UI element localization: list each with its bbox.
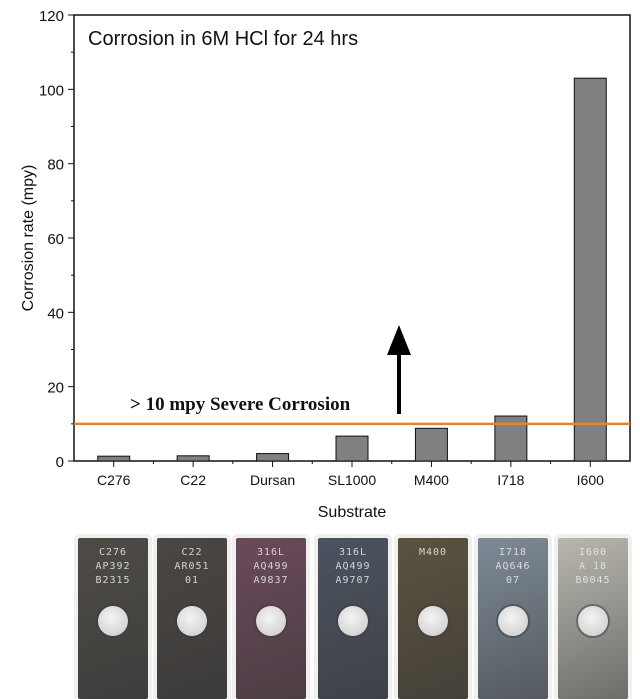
y-tick-label: 40 (47, 305, 64, 322)
plate-engraving-line: AR051 (174, 561, 210, 572)
plate-engraving-line: A9837 (253, 575, 289, 586)
x-tick-label: Dursan (250, 472, 295, 488)
y-axis-label: Corrosion rate (mpy) (20, 165, 37, 312)
plate-engraving-line: A9707 (335, 575, 371, 586)
plate-hole (498, 606, 528, 636)
plate-hole (578, 606, 608, 636)
plate-hole (256, 606, 286, 636)
plate-engraving-line: 316L (256, 547, 286, 558)
x-tick-label: M400 (414, 472, 449, 488)
plate-engraving-line: C276 (98, 547, 128, 558)
bar-chart: Corrosion in 6M HCl for 24 hrs Corrosion… (20, 8, 631, 521)
sample-plate-photo: I600 A 18 B0045 (558, 538, 628, 699)
sample-plate-photo: 316L AQ499 A9707 (318, 538, 388, 699)
plate-engraving-line: I718 (498, 547, 528, 558)
bar-sl1000 (335, 435, 369, 462)
plate-engraving: M400 (398, 546, 468, 588)
plate-engraving-line: C22 (181, 547, 203, 558)
x-tick-label: SL1000 (328, 472, 376, 488)
plate-engraving-line: AQ499 (253, 561, 289, 572)
y-tick-label: 60 (47, 231, 64, 248)
bar-c22 (176, 455, 210, 462)
x-tick-label: I600 (577, 472, 604, 488)
plate-hole (98, 606, 128, 636)
bar-dursan (256, 453, 290, 462)
plate-engraving-line: A 18 (578, 561, 608, 572)
x-tick-label: C276 (97, 472, 131, 488)
plate-engraving-line: AP392 (95, 561, 131, 572)
plate-engraving-line: M400 (418, 547, 448, 558)
plate-engraving: C276 AP392 B2315 (78, 546, 148, 588)
plate-engraving-line (398, 560, 468, 574)
y-tick-label: 0 (56, 454, 64, 471)
x-tick-label: C22 (180, 472, 206, 488)
plate-engraving-line: AQ499 (335, 561, 371, 572)
sample-plate-photo: C276 AP392 B2315 (78, 538, 148, 699)
bar-c276 (97, 455, 131, 462)
plate-engraving-line: AQ646 (495, 561, 531, 572)
plate-engraving: 316L AQ499 A9707 (318, 546, 388, 588)
sample-plate-photo: 316L AQ499 A9837 (236, 538, 306, 699)
bar-m400 (414, 427, 448, 462)
plate-engraving-line: 07 (505, 575, 521, 586)
y-tick-label: 100 (39, 82, 64, 99)
plate-engraving-line: 316L (338, 547, 368, 558)
chart-title: Corrosion in 6M HCl for 24 hrs (88, 28, 358, 50)
arrow-head-icon (387, 325, 411, 355)
sample-photos: C276 AP392 B2315 C22 AR051 01 316L AQ499 A9837 31… (0, 530, 640, 699)
sample-plate-photo: M400 (398, 538, 468, 699)
plate-engraving-line (398, 574, 468, 588)
plate-hole (177, 606, 207, 636)
plate-engraving-line: B2315 (95, 575, 131, 586)
plate-engraving-line: B0045 (575, 575, 611, 586)
y-tick-label: 80 (47, 157, 64, 174)
x-axis-label: Substrate (318, 504, 387, 521)
plate-engraving: I600 A 18 B0045 (558, 546, 628, 588)
bar-i600 (573, 77, 607, 462)
sample-plate-photo: C22 AR051 01 (157, 538, 227, 699)
plate-hole (338, 606, 368, 636)
plate-engraving-line: I600 (578, 547, 608, 558)
plate-engraving-line: 01 (184, 575, 200, 586)
plate-engraving: I718 AQ646 07 (478, 546, 548, 588)
plate-engraving: C22 AR051 01 (157, 546, 227, 588)
x-tick-label: I718 (497, 472, 524, 488)
sample-plate-photo: I718 AQ646 07 (478, 538, 548, 699)
plate-engraving: 316L AQ499 A9837 (236, 546, 306, 588)
y-tick-label: 20 (47, 380, 64, 397)
plate-hole (418, 606, 448, 636)
threshold-label: > 10 mpy Severe Corrosion (130, 394, 351, 415)
y-tick-label: 120 (39, 8, 64, 25)
